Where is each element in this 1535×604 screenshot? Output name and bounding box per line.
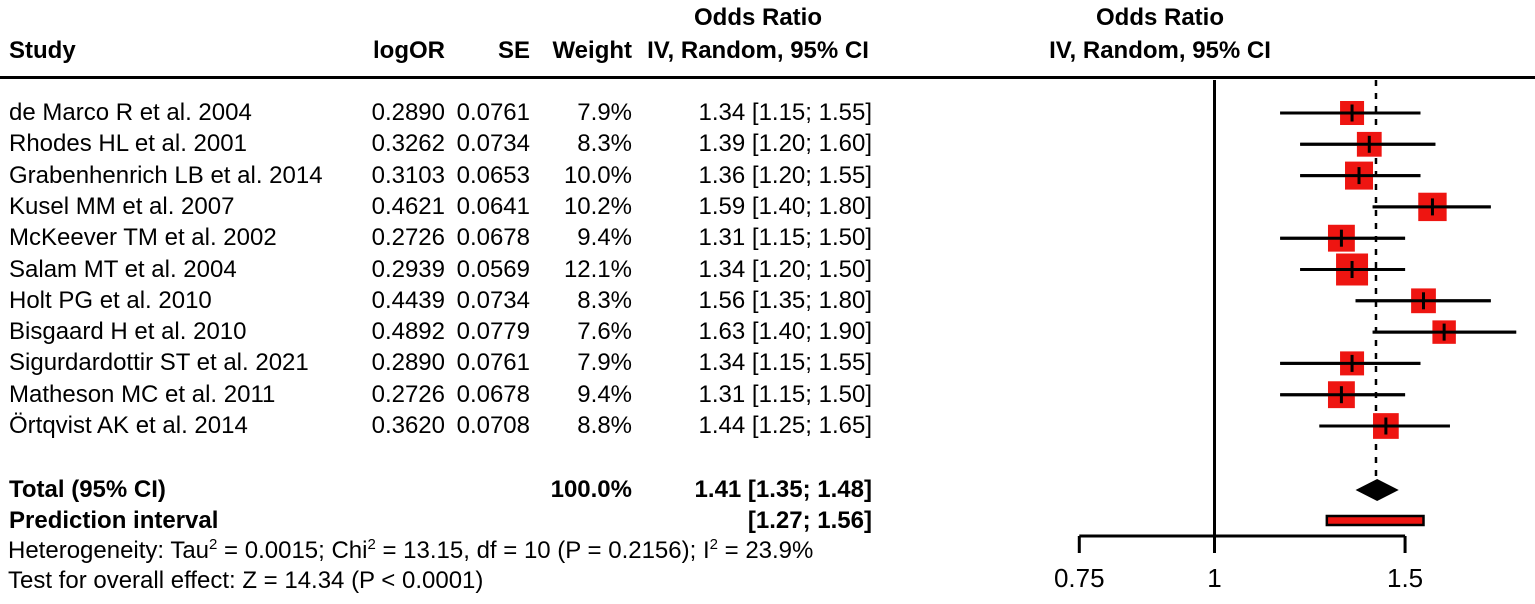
ci-text: 1.44 [1.25; 1.65]: [698, 412, 872, 439]
logor-value: 0.4621: [371, 192, 445, 220]
logor-value: 0.4892: [371, 318, 445, 346]
se-value: 0.0678: [456, 224, 530, 252]
ci-text: 1.34 [1.15; 1.55]: [698, 99, 872, 126]
se-value: 0.0779: [456, 318, 530, 346]
study-name: Bisgaard H et al. 2010: [9, 318, 247, 346]
se-value: 0.0708: [456, 412, 530, 439]
ci-text: 1.39 [1.20; 1.60]: [698, 130, 872, 158]
weight-value: 10.0%: [563, 161, 632, 189]
ci-text: 1.36 [1.20; 1.55]: [698, 161, 872, 189]
study-name: Örtqvist AK et al. 2014: [9, 412, 248, 439]
weight-value: 7.9%: [577, 99, 632, 126]
logor-value: 0.3262: [371, 130, 445, 158]
header-divider-rule: [0, 76, 1535, 79]
prediction-label: Prediction interval: [9, 507, 219, 534]
weight-value: 9.4%: [577, 224, 632, 252]
total-weight: 100.0%: [550, 476, 632, 503]
effect-column-title-line2: IV, Random, 95% CI: [647, 37, 869, 64]
study-name: McKeever TM et al. 2002: [9, 224, 277, 252]
se-value: 0.0569: [456, 255, 530, 283]
total-ci-text: 1.41 [1.35; 1.48]: [694, 476, 872, 503]
ci-text: 1.34 [1.15; 1.55]: [698, 349, 872, 377]
heterogeneity-note: Heterogeneity: Tau2 = 0.0015; Chi2 = 13.…: [8, 536, 814, 564]
logor-value: 0.4439: [371, 286, 445, 314]
se-value: 0.0734: [456, 130, 530, 158]
ci-text: 1.31 [1.15; 1.50]: [698, 380, 872, 408]
logor-value: 0.3103: [371, 161, 445, 189]
se-value: 0.0678: [456, 380, 530, 408]
se-value: 0.0734: [456, 286, 530, 314]
study-name: Holt PG et al. 2010: [9, 286, 212, 314]
prediction-interval-bar: [1325, 514, 1425, 527]
study-name: Salam MT et al. 2004: [9, 255, 237, 283]
ci-text: 1.59 [1.40; 1.80]: [698, 192, 872, 220]
se-value: 0.0653: [456, 161, 530, 189]
weight-value: 7.6%: [577, 318, 632, 346]
study-name: Sigurdardottir ST et al. 2021: [9, 349, 309, 377]
logor-value: 0.2890: [371, 349, 445, 377]
x-axis-tick-label: 1.5: [1386, 563, 1424, 593]
weight-value: 10.2%: [563, 192, 632, 220]
prediction-ci-text: [1.27; 1.56]: [747, 507, 872, 534]
logor-value: 0.2726: [371, 380, 445, 408]
se-value: 0.0761: [456, 349, 530, 377]
logor-value: 0.2939: [371, 255, 445, 283]
study-name: de Marco R et al. 2004: [9, 99, 252, 126]
weight-value: 8.8%: [577, 412, 632, 439]
column-header-study: Study: [9, 37, 76, 64]
x-axis-tick-label: 1: [1207, 563, 1222, 593]
study-name: Grabenhenrich LB et al. 2014: [9, 161, 323, 189]
weight-value: 8.3%: [577, 130, 632, 158]
weight-value: 8.3%: [577, 286, 632, 314]
study-name: Kusel MM et al. 2007: [9, 192, 235, 220]
se-value: 0.0641: [456, 192, 530, 220]
total-diamond: [1355, 479, 1399, 501]
overall-effect-note: Test for overall effect: Z = 14.34 (P < …: [8, 567, 484, 594]
weight-value: 9.4%: [577, 380, 632, 408]
x-axis-tick-label: 0.75: [1053, 563, 1105, 593]
logor-value: 0.2726: [371, 224, 445, 252]
weight-value: 12.1%: [563, 255, 632, 283]
study-name: Rhodes HL et al. 2001: [9, 130, 247, 158]
logor-value: 0.3620: [371, 412, 445, 439]
weight-value: 7.9%: [577, 349, 632, 377]
total-label: Total (95% CI): [9, 476, 166, 503]
ci-text: 1.63 [1.40; 1.90]: [698, 318, 872, 346]
plot-title-line1: Odds Ratio: [1095, 4, 1224, 31]
ci-text: 1.34 [1.20; 1.50]: [698, 255, 872, 283]
column-header-se: SE: [497, 37, 530, 64]
column-header-logor: logOR: [373, 37, 445, 64]
plot-title-line2: IV, Random, 95% CI: [1049, 37, 1271, 64]
ci-text: 1.31 [1.15; 1.50]: [698, 224, 872, 252]
ci-text: 1.56 [1.35; 1.80]: [698, 286, 872, 314]
column-header-weight: Weight: [552, 37, 632, 64]
study-name: Matheson MC et al. 2011: [9, 380, 276, 408]
effect-column-title-line1: Odds Ratio: [693, 4, 822, 31]
se-value: 0.0761: [456, 99, 530, 126]
logor-value: 0.2890: [371, 99, 445, 126]
